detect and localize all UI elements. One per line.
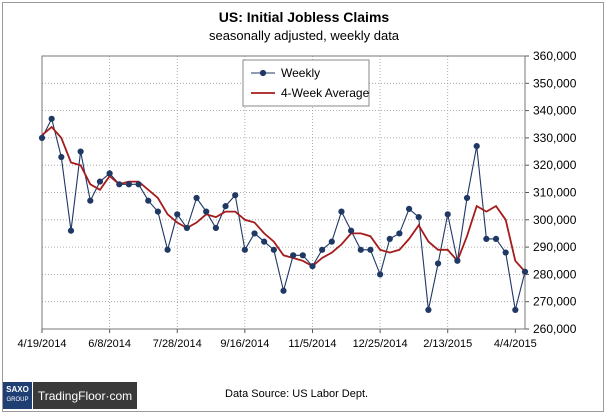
weekly-data-point	[270, 246, 277, 253]
weekly-data-point	[309, 263, 316, 270]
weekly-data-point	[154, 208, 162, 215]
weekly-data-point	[183, 224, 190, 232]
chart-subtitle: seasonally adjusted, weekly data	[208, 28, 400, 43]
weekly-data-point	[386, 235, 393, 243]
weekly-data-point	[357, 246, 364, 253]
weekly-data-point	[512, 306, 519, 313]
y-tick-label: 300,000	[533, 213, 577, 227]
weekly-data-point	[473, 142, 480, 150]
weekly-data-point	[367, 246, 374, 253]
saxo-logo: SAXO GROUP	[3, 382, 32, 409]
weekly-data-point	[87, 197, 94, 204]
logo-bottom-text: GROUP	[6, 397, 29, 403]
y-tick-label: 320,000	[533, 158, 577, 172]
weekly-data-point	[502, 249, 509, 256]
weekly-data-point	[145, 197, 152, 204]
weekly-data-point	[58, 153, 65, 161]
x-tick-label: 12/25/2014	[353, 338, 408, 350]
weekly-data-point	[135, 181, 142, 188]
weekly-data-point	[328, 238, 335, 245]
weekly-data-point	[405, 205, 413, 212]
y-tick-label: 350,000	[533, 76, 577, 90]
average-series-line	[41, 125, 526, 273]
weekly-data-point	[454, 257, 461, 264]
weekly-data-point	[48, 115, 55, 122]
weekly-data-point	[77, 148, 84, 155]
weekly-data-point	[434, 260, 442, 267]
x-tick-label: 7/28/2014	[153, 338, 202, 350]
tradingfloor-text: TradingFloor·com	[37, 389, 133, 403]
weekly-data-point	[232, 192, 239, 199]
legend-weekly-marker	[259, 69, 267, 77]
y-tick-label: 330,000	[533, 131, 577, 145]
weekly-data-point	[67, 227, 75, 234]
legend	[242, 59, 370, 107]
weekly-data-point	[193, 194, 200, 202]
data-source: Data Source: US Labor Dept.	[225, 388, 369, 400]
weekly-data-point	[203, 208, 210, 215]
weekly-data-point	[106, 170, 113, 177]
logo-top-text: SAXO	[6, 385, 29, 394]
weekly-data-point	[261, 238, 268, 245]
y-tick-label: 340,000	[533, 104, 577, 118]
x-tick-label: 6/8/2014	[88, 338, 131, 350]
legend-average-label: 4-Week Average	[281, 86, 370, 100]
weekly-data-point	[483, 235, 490, 243]
weekly-data-point	[492, 235, 500, 243]
weekly-data-point	[212, 224, 219, 232]
weekly-data-point	[319, 246, 326, 253]
weekly-data-point	[396, 230, 403, 237]
weekly-data-point	[251, 230, 258, 237]
plot-area	[41, 55, 526, 330]
x-tick-label: 9/16/2014	[220, 338, 269, 350]
weekly-data-point	[338, 208, 345, 215]
y-tick-label: 360,000	[533, 49, 577, 63]
legend-weekly-label: Weekly	[281, 66, 320, 80]
x-tick-label: 11/5/2014	[288, 338, 336, 350]
weekly-data-point	[348, 227, 355, 234]
weekly-data-point	[290, 252, 297, 259]
weekly-data-point	[96, 178, 104, 185]
y-tick-label: 260,000	[533, 322, 577, 336]
tradingfloor-logo: TradingFloor·com	[33, 382, 137, 409]
y-tick-label: 270,000	[533, 295, 577, 309]
x-tick-label: 2/13/2015	[423, 338, 472, 350]
chart-title: US: Initial Jobless Claims	[218, 9, 390, 25]
y-tick-label: 280,000	[533, 267, 577, 281]
y-tick-label: 310,000	[533, 186, 577, 200]
weekly-series-line	[41, 117, 526, 311]
weekly-data-point	[38, 134, 46, 141]
weekly-data-point	[222, 203, 229, 210]
x-tick-label: 4/19/2014	[18, 338, 67, 350]
weekly-data-point	[299, 252, 306, 259]
weekly-data-point	[521, 268, 529, 275]
weekly-data-point	[425, 306, 432, 313]
weekly-data-point	[377, 271, 384, 278]
weekly-data-point	[280, 287, 287, 294]
weekly-data-point	[463, 194, 471, 202]
weekly-data-point	[125, 181, 133, 188]
x-tick-label: 4/4/2015	[494, 338, 537, 350]
weekly-data-point	[164, 246, 171, 253]
y-tick-label: 290,000	[533, 240, 577, 254]
weekly-data-point	[116, 181, 123, 188]
weekly-data-point	[241, 246, 248, 253]
weekly-data-point	[444, 211, 451, 218]
weekly-data-point	[415, 213, 422, 221]
weekly-data-point	[174, 211, 181, 218]
